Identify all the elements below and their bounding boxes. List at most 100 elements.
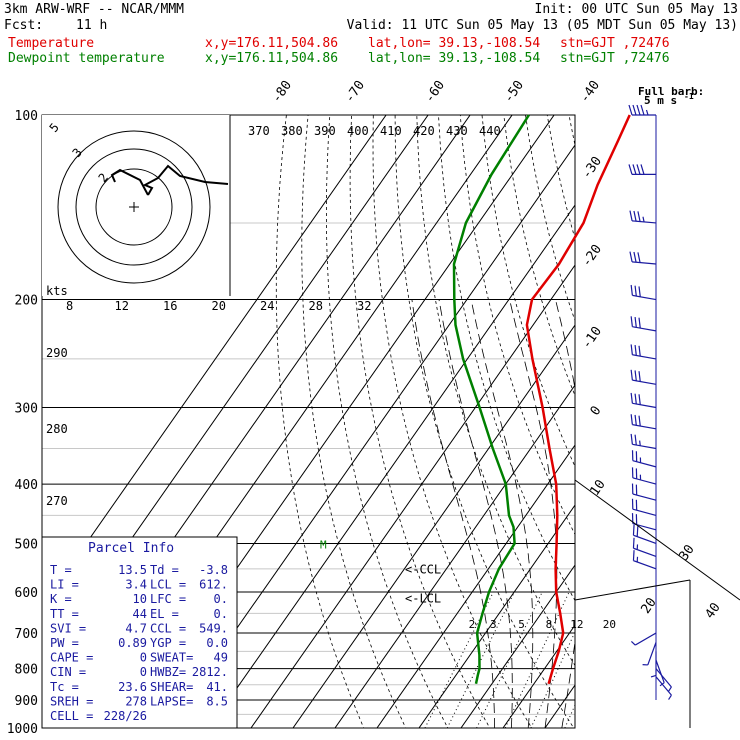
isotherm-label: -10 <box>579 324 605 352</box>
isotherm-label: 30 <box>676 542 697 563</box>
theta-label: 410 <box>380 124 402 138</box>
wind-barb-flag <box>633 210 637 222</box>
wind-barb-staff <box>655 659 665 683</box>
wind-barb-flag <box>632 164 637 175</box>
mixing-ratio-line <box>530 630 575 728</box>
wind-barb-flag <box>633 251 637 263</box>
forecast-label: Fcst: <box>4 18 44 33</box>
parcel-label: SREH = <box>50 694 93 708</box>
dry-adiabat <box>349 115 491 728</box>
wind-barb <box>630 414 657 430</box>
wind-barb <box>629 251 657 265</box>
wind-barb <box>632 524 657 545</box>
parcel-label: CCL = <box>150 621 186 635</box>
theta-label: 420 <box>413 124 435 138</box>
isotherm-line <box>662 101 740 740</box>
wind-barb-flag <box>634 414 637 426</box>
dry-adiabat <box>525 115 575 322</box>
parcel-value: 0 <box>140 665 147 679</box>
wind-barb-flag <box>638 394 641 405</box>
dewpoint-trace <box>452 114 530 685</box>
wind-barb-flag <box>634 393 637 405</box>
parcel-value: 612. <box>199 578 228 592</box>
wind-barb <box>630 344 657 360</box>
wind-barb-flag <box>637 211 641 222</box>
wind-barb <box>630 284 657 301</box>
wind-barb-flag <box>632 524 635 536</box>
mixing-ratio-label: 5 <box>518 618 525 631</box>
wind-barb <box>628 164 656 176</box>
moist-adiabat <box>411 299 495 728</box>
wind-barb-flag <box>637 252 641 263</box>
wind-barb-staff <box>632 460 657 468</box>
wind-barb-staff <box>632 508 657 516</box>
isotherm-line <box>620 101 740 740</box>
mixing-ratio-label: 2 <box>469 618 476 631</box>
dry-adiabat <box>438 115 575 602</box>
wind-barb-flag <box>638 415 641 427</box>
wind-barb-half <box>650 674 657 678</box>
wind-scale-tick: 32 <box>357 299 371 313</box>
wind-barb <box>630 369 657 385</box>
wind-barb-flag <box>632 537 635 549</box>
wind-barb-flag <box>638 286 641 297</box>
wind-barb <box>655 676 672 700</box>
wind-barb <box>642 642 657 666</box>
wind-barb-half <box>642 216 645 223</box>
parcel-label: LFC = <box>150 592 186 606</box>
parcel-value: 8.5 <box>206 694 228 708</box>
pressure-tick-label: 700 <box>15 627 38 642</box>
mixing-ratio-label: 20 <box>603 618 616 631</box>
mixing-ratio-line <box>446 591 515 728</box>
pressure-tick-label: 600 <box>15 586 38 601</box>
parcel-label: TT = <box>50 607 79 621</box>
isotherm-label: -60 <box>422 78 448 106</box>
wind-barb <box>650 651 657 678</box>
theta-label: 370 <box>248 124 270 138</box>
temperature-station: stn=GJT ,72476 <box>560 36 670 51</box>
wind-barb <box>629 210 657 224</box>
parcel-label: PW = <box>50 636 79 650</box>
parcel-value: 0.89 <box>118 636 147 650</box>
dewpoint-station: stn=GJT ,72476 <box>560 51 670 66</box>
isotherm-line <box>418 504 575 728</box>
wind-barb <box>630 433 657 450</box>
parcel-value: -3.8 <box>199 563 228 577</box>
isotherm-line <box>578 101 740 740</box>
hodograph-ring <box>95 168 173 246</box>
parcel-label: CIN = <box>50 665 86 679</box>
isotherm-label: 20 <box>638 595 659 616</box>
parcel-value: 2812. <box>192 665 228 679</box>
wind-barb-flag <box>636 164 641 175</box>
theta-label: 430 <box>446 124 468 138</box>
isotherm-line <box>376 444 575 728</box>
wind-barb-flag <box>632 104 637 116</box>
pressure-tick-label: 800 <box>15 663 38 678</box>
pressure-tick-label: 400 <box>15 478 38 493</box>
wind-scale-tick: 8 <box>66 299 73 313</box>
wind-barb <box>631 632 657 646</box>
thermo-grid <box>42 101 740 740</box>
wind-barb-staff <box>632 261 657 265</box>
wind-barb <box>631 513 657 531</box>
parcel-value: 0. <box>214 592 228 606</box>
wind-barb-flag <box>630 433 633 445</box>
dry-adiabat <box>326 115 449 728</box>
theta-label: 280 <box>46 422 68 436</box>
wind-barb-flag <box>638 345 641 357</box>
wind-barb-half <box>639 440 641 446</box>
wind-scale-tick: 12 <box>115 299 129 313</box>
parcel-label: YGP = <box>150 636 186 650</box>
init-time: Init: 00 UTC Sun 05 May 13 <box>534 2 739 17</box>
wind-barb <box>631 483 657 501</box>
pressure-tick-label: 100 <box>15 109 38 124</box>
wind-barb-flag <box>638 317 641 329</box>
parcel-label: CAPE = <box>50 651 93 665</box>
isotherm-label: -40 <box>577 78 603 106</box>
wind-barb-flag <box>629 210 633 221</box>
dry-adiabat <box>591 115 740 740</box>
parcel-label: HWBZ= <box>150 665 186 679</box>
parcel-value: 549. <box>199 621 228 635</box>
wind-barb-half <box>668 694 672 700</box>
wind-barb-half <box>631 641 636 646</box>
